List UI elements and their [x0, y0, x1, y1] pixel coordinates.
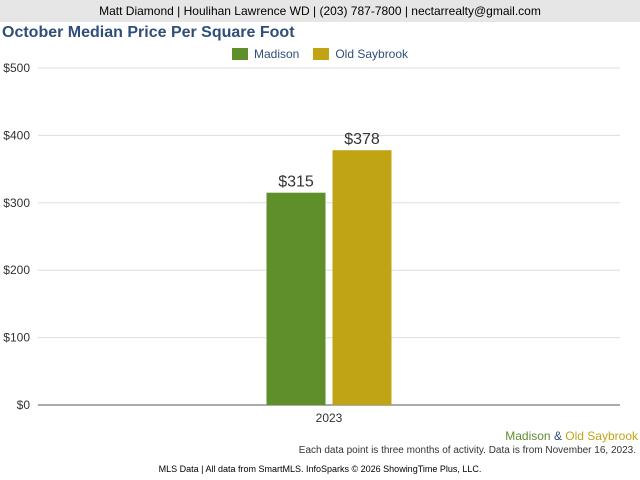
x-tick-label: 2023	[316, 411, 343, 425]
legend-label-old-saybrook: Old Saybrook	[335, 47, 409, 61]
chart-title: October Median Price Per Square Foot	[2, 24, 295, 41]
y-tick-label: $300	[3, 196, 30, 210]
legend-label-madison: Madison	[253, 47, 300, 61]
data-footnote: Each data point is three months of activ…	[298, 445, 636, 456]
contact-bar: Matt Diamond | Houlihan Lawrence WD | (2…	[0, 0, 640, 22]
legend-swatch-madison	[231, 48, 248, 60]
data-label: $378	[344, 131, 380, 148]
bar-old-saybrook	[332, 150, 392, 405]
y-tick-label: $0	[17, 398, 31, 412]
contact-text: Matt Diamond | Houlihan Lawrence WD | (2…	[99, 4, 541, 18]
data-label: $315	[278, 174, 314, 191]
legend-item-old-saybrook[interactable]: Old Saybrook	[313, 47, 408, 61]
chart-legend: Madison Old Saybrook	[0, 46, 640, 62]
y-tick-label: $400	[3, 128, 30, 142]
footer-series-old-saybrook: Old Saybrook	[565, 429, 638, 443]
footer-series-madison: Madison	[505, 429, 551, 443]
footer-ampersand: &	[553, 429, 562, 443]
legend-item-madison[interactable]: Madison	[231, 47, 300, 61]
bar-madison	[266, 192, 326, 405]
y-tick-label: $200	[3, 263, 30, 277]
data-credit: MLS Data | All data from SmartMLS. InfoS…	[158, 464, 482, 474]
y-tick-label: $500	[3, 61, 30, 75]
legend-swatch-old-saybrook	[313, 48, 330, 60]
y-tick-label: $100	[3, 331, 30, 345]
footer-series-names: Madison & Old Saybrook	[505, 429, 638, 443]
